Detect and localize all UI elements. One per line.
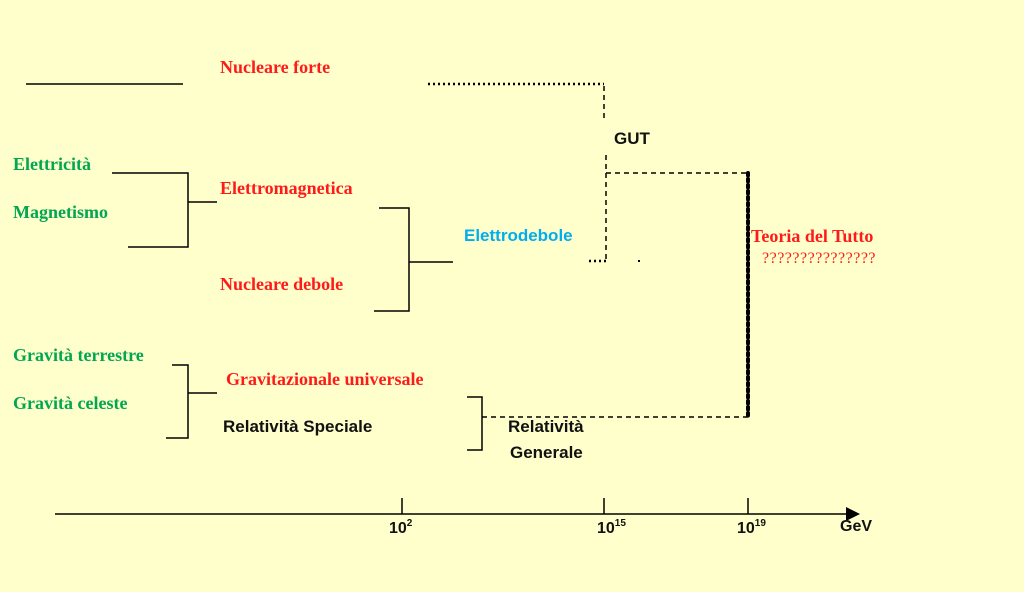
label-nucleare-forte: Nucleare forte [220,57,331,77]
tick-label-1-exp: 2 [406,518,413,529]
tick-label-3-exp: 19 [754,518,766,529]
label-magnetismo: Magnetismo [13,202,108,222]
tick-label-3-base: 10 [737,520,755,537]
label-relativita-speciale: Relatività Speciale [223,417,373,436]
axis-arrowhead [846,507,860,521]
tick-label-2: 1015 [597,519,626,537]
tick-label-2-base: 10 [597,520,615,537]
label-gut: GUT [614,129,650,148]
relativity-bracket [467,396,483,451]
axis-unit-label: GeV [840,518,873,535]
label-relativita-generale-line1: Relatività [508,417,584,436]
tick-label-3: 1019 [737,519,766,537]
label-elettrodebole: Elettrodebole [464,226,573,245]
label-elettricita: Elettricità [13,154,91,174]
label-nucleare-debole: Nucleare debole [220,274,344,294]
electroweak-bracket [374,207,410,312]
label-gravitazionale-universale: Gravitazionale universale [226,369,424,389]
em-bracket [112,172,189,248]
label-elettromagnetica: Elettromagnetica [220,178,353,198]
label-gravita-celeste: Gravità celeste [13,393,128,413]
tick-label-1-base: 10 [389,520,407,537]
label-question-marks: ??????????????? [762,250,877,267]
label-gravita-terrestre: Gravità terrestre [13,345,144,365]
stray-dot [638,260,640,262]
gravity-bracket [166,364,189,439]
tick-label-2-exp: 15 [614,518,626,529]
label-relativita-generale-line2: Generale [510,443,583,462]
label-teoria-del-tutto: Teoria del Tutto [751,226,874,246]
tick-label-1: 102 [389,519,412,537]
